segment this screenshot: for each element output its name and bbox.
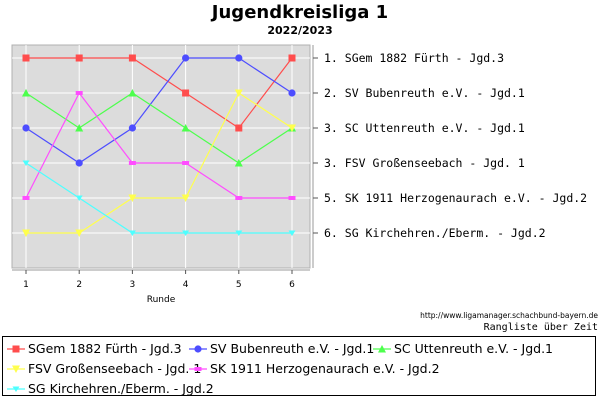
series-line	[25, 91, 292, 199]
data-point	[288, 89, 296, 97]
data-point	[75, 159, 83, 167]
legend-swatch-marker	[194, 366, 202, 371]
data-point	[22, 89, 30, 97]
data-point	[182, 161, 190, 165]
legend-label: SV Bubenreuth e.V. - Jgd.1	[210, 341, 375, 356]
data-point	[288, 196, 296, 200]
data-point	[22, 229, 30, 237]
chart-title: Jugendkreisliga 1	[211, 2, 389, 23]
legend-item: SC Uttenreuth e.V. - Jgd.1	[373, 341, 553, 356]
x-tick-label: 1	[23, 280, 29, 290]
legend-swatch	[7, 345, 25, 352]
x-tick-label: 5	[236, 280, 242, 290]
legend-swatch-marker	[12, 386, 20, 392]
data-point	[235, 230, 243, 236]
x-tick-label: 6	[289, 280, 295, 290]
x-axis-label: Runde	[147, 295, 176, 305]
legend-swatch	[7, 386, 25, 392]
rank-label: 3. SC Uttenreuth e.V. - Jgd.1	[324, 121, 525, 135]
legend-label: SG Kirchehren./Eberm. - Jgd.2	[28, 381, 214, 396]
data-point	[234, 159, 243, 167]
chart-legend: SGem 1882 Fürth - Jgd.3 SV Bubenreuth e.V…	[2, 336, 596, 396]
data-point	[128, 54, 136, 62]
legend-label: SGem 1882 Fürth - Jgd.3	[28, 341, 182, 356]
data-point	[128, 124, 136, 132]
rank-label: 3. FSV Großenseebach - Jgd. 1	[324, 156, 525, 170]
data-point	[22, 196, 30, 200]
data-point	[22, 160, 30, 166]
chart-caption: Rangliste über Zeit	[483, 322, 598, 333]
data-point	[235, 196, 243, 200]
data-point	[75, 124, 84, 132]
data-point	[182, 89, 190, 97]
data-point	[288, 230, 296, 236]
series-5	[22, 91, 296, 200]
legend-item: SG Kirchehren./Eberm. - Jgd.2	[7, 381, 214, 396]
legend-label: SK 1911 Herzogenaurach e.V. - Jgd.2	[210, 361, 440, 376]
legend-swatch-marker	[12, 345, 20, 352]
data-point	[235, 54, 243, 62]
data-point	[22, 54, 30, 62]
x-tick-label: 4	[183, 280, 189, 290]
rank-label: 1. SGem 1882 Fürth - Jgd.3	[324, 51, 504, 65]
data-point	[22, 124, 30, 132]
chart-subtitle: 2022/2023	[267, 24, 333, 37]
legend-label: SC Uttenreuth e.V. - Jgd.1	[394, 341, 553, 356]
series-line	[25, 92, 293, 164]
data-point	[128, 194, 137, 202]
data-point	[234, 89, 243, 97]
data-point	[128, 230, 136, 236]
data-point	[182, 54, 190, 62]
legend-item: SGem 1882 Fürth - Jgd.3	[7, 341, 182, 356]
data-point	[128, 161, 136, 165]
legend-swatch	[7, 365, 25, 373]
data-point	[288, 124, 296, 132]
legend-item: SK 1911 Herzogenaurach e.V. - Jgd.2	[189, 361, 440, 376]
series-4	[22, 89, 296, 237]
legend-swatch	[373, 344, 391, 352]
x-tick-label: 2	[76, 280, 82, 290]
legend-label: FSV Großenseebach - Jgd. 1	[28, 361, 202, 376]
data-point	[75, 195, 83, 201]
series-2	[22, 54, 296, 167]
series-line	[26, 57, 293, 129]
data-point	[235, 124, 243, 132]
series-1	[22, 54, 296, 132]
data-point	[182, 230, 190, 236]
legend-swatch-marker	[194, 344, 202, 353]
data-point	[75, 229, 84, 237]
legend-swatch-marker	[12, 365, 20, 373]
rank-label: 5. SK 1911 Herzogenaurach e.V. - Jgd.2	[324, 191, 587, 205]
data-point	[75, 54, 83, 62]
data-point	[288, 54, 296, 62]
x-tick-label: 3	[130, 280, 136, 290]
data-point	[181, 194, 190, 202]
plot-background	[11, 44, 311, 269]
series-line	[25, 57, 293, 164]
series-line	[25, 162, 292, 234]
legend-item: SV Bubenreuth e.V. - Jgd.1	[189, 341, 374, 356]
chart-plot: 1 2 3 4 5 6 Runde 1. SGem 1882 Fürth - Jgd.3 2. …	[11, 44, 587, 305]
legend-swatch-marker	[378, 344, 386, 352]
legend-item: FSV Großenseebach - Jgd. 1	[7, 361, 201, 376]
source-url-link[interactable]: http://www.ligamanager.schachbund-bayern…	[420, 311, 598, 320]
legend-swatch	[189, 344, 207, 353]
rank-label: 6. SG Kirchehren./Eberm. - Jgd.2	[324, 226, 546, 240]
series-line	[26, 92, 293, 234]
data-point	[75, 91, 83, 95]
data-point	[128, 89, 137, 97]
series-6	[22, 160, 296, 236]
data-point	[181, 124, 190, 132]
legend-swatch	[189, 366, 207, 371]
rank-label: 2. SV Bubenreuth e.V. - Jgd.1	[324, 86, 525, 100]
